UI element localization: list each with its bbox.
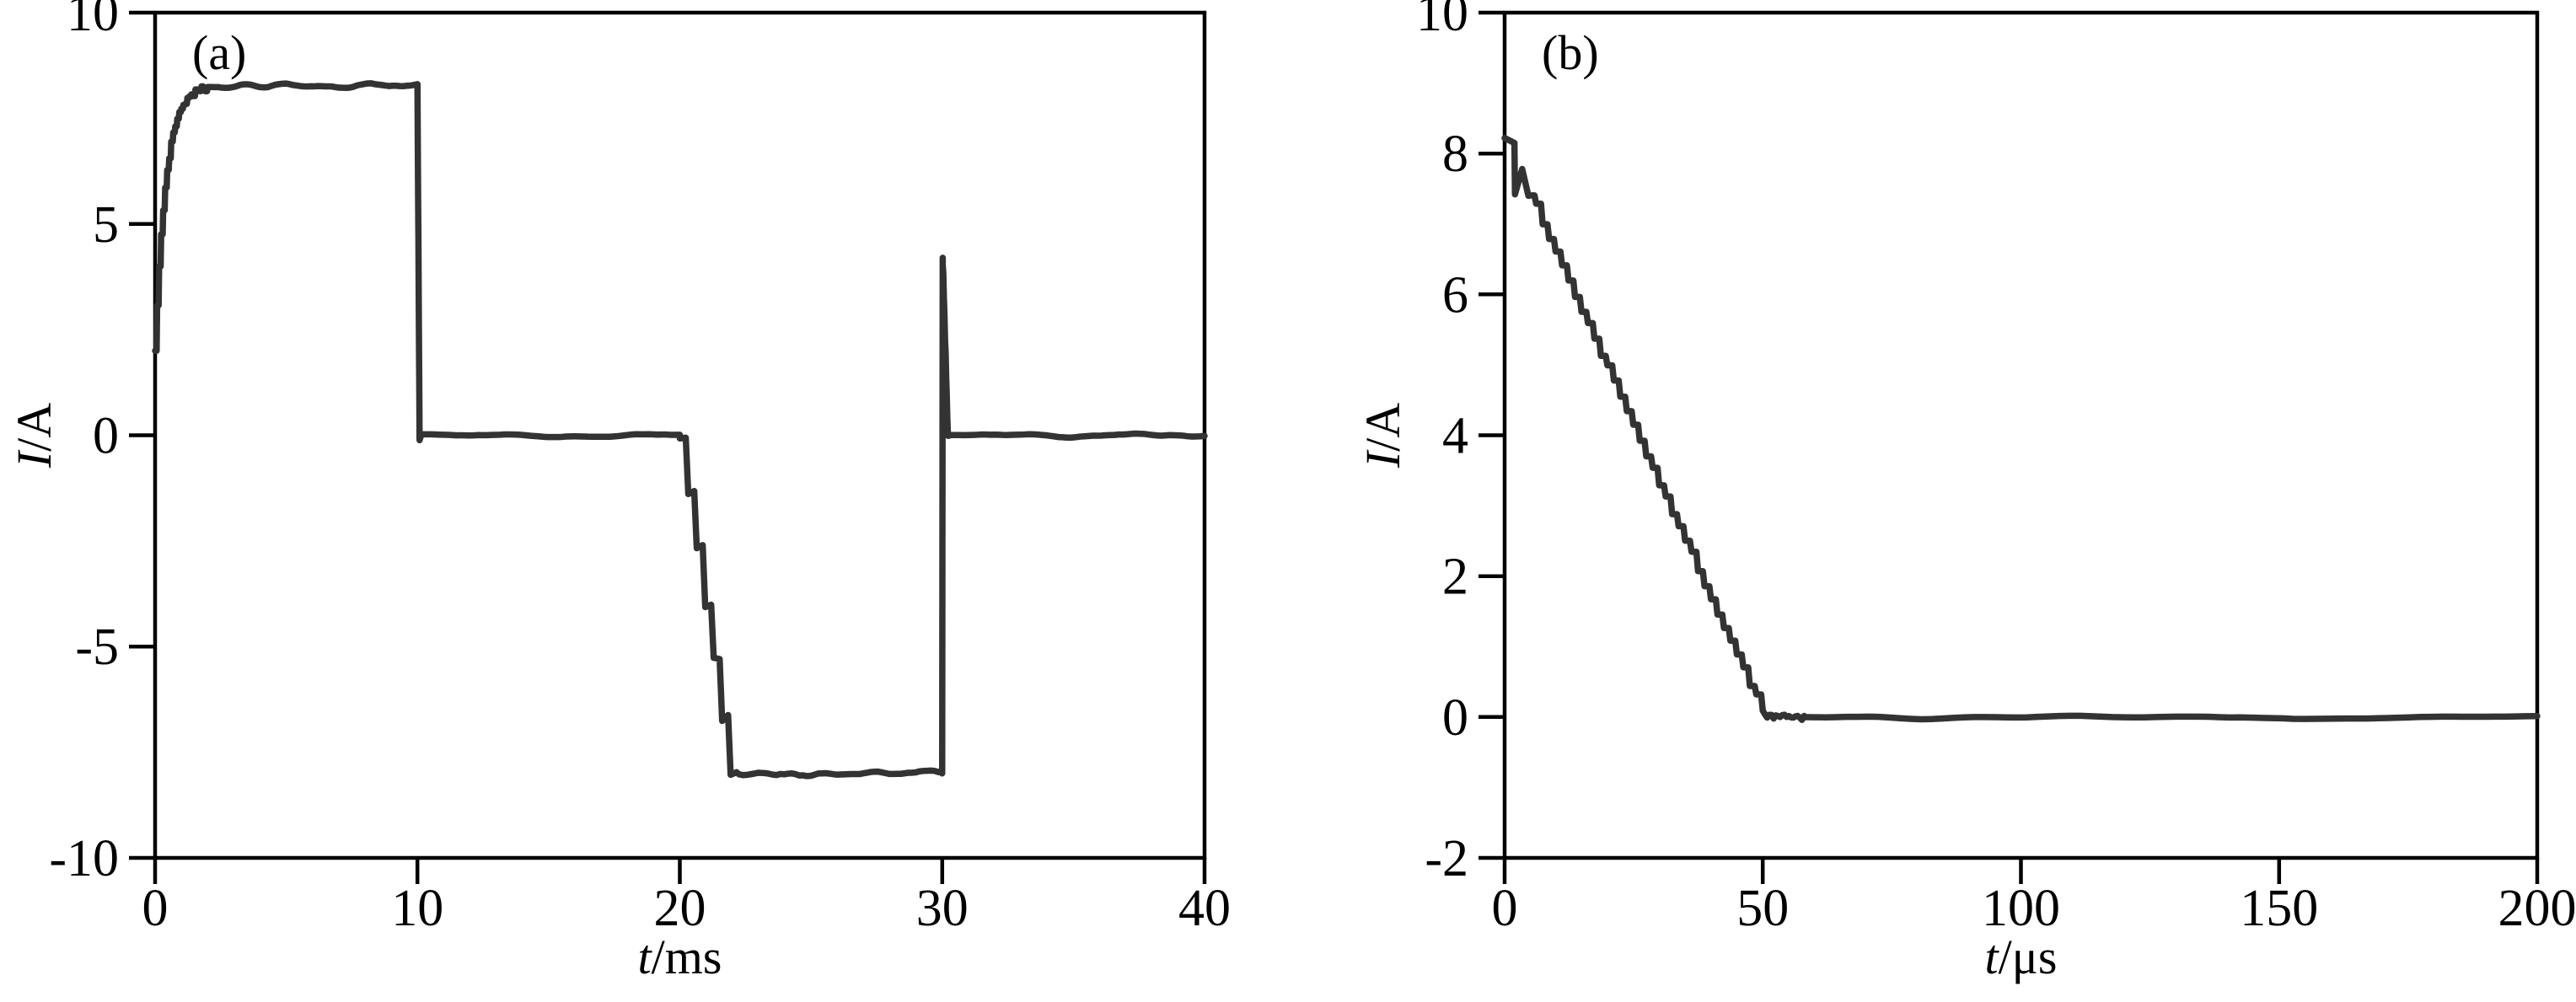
svg-text:6: 6 bbox=[1442, 266, 1468, 324]
svg-text:30: 30 bbox=[916, 880, 969, 937]
svg-text:40: 40 bbox=[1178, 880, 1231, 937]
svg-text:-5: -5 bbox=[75, 619, 119, 676]
svg-text:0: 0 bbox=[1492, 880, 1518, 937]
svg-text:0: 0 bbox=[1442, 689, 1468, 747]
svg-text:150: 150 bbox=[2240, 880, 2318, 937]
svg-text:0: 0 bbox=[142, 880, 169, 937]
svg-text:2: 2 bbox=[1442, 549, 1468, 606]
svg-text:10: 10 bbox=[1416, 0, 1468, 42]
svg-text:5: 5 bbox=[93, 196, 119, 254]
svg-text:-2: -2 bbox=[1425, 830, 1468, 887]
svg-text:200: 200 bbox=[2498, 880, 2576, 937]
svg-text:8: 8 bbox=[1442, 126, 1468, 183]
svg-text:20: 20 bbox=[654, 880, 706, 937]
svg-text:t/μs: t/μs bbox=[1985, 930, 2058, 984]
svg-text:50: 50 bbox=[1736, 880, 1789, 937]
svg-text:I/A: I/A bbox=[1355, 403, 1410, 469]
svg-text:I/A: I/A bbox=[7, 403, 62, 469]
svg-text:(a): (a) bbox=[192, 25, 246, 80]
svg-text:4: 4 bbox=[1442, 408, 1468, 465]
svg-text:0: 0 bbox=[93, 408, 119, 465]
svg-text:(b): (b) bbox=[1542, 25, 1599, 80]
svg-text:-10: -10 bbox=[49, 830, 119, 887]
svg-text:10: 10 bbox=[67, 0, 119, 42]
svg-text:10: 10 bbox=[391, 880, 443, 937]
svg-text:100: 100 bbox=[1982, 880, 2060, 937]
svg-text:t/ms: t/ms bbox=[638, 930, 722, 984]
